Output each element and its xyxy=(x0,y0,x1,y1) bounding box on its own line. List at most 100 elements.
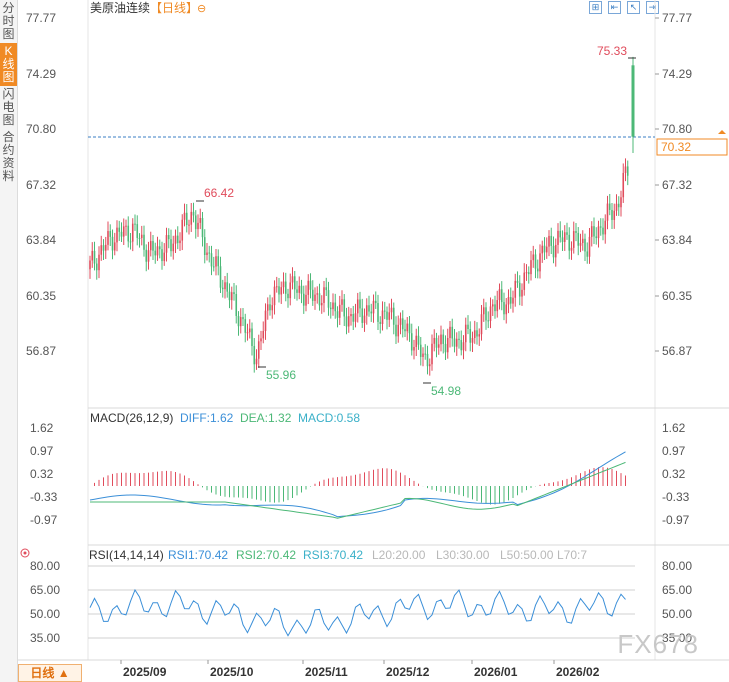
candle-body xyxy=(309,280,312,290)
candle-body xyxy=(257,341,260,359)
candle-body xyxy=(615,203,618,211)
candle-body xyxy=(354,313,357,322)
rsi-tick-right: 65.00 xyxy=(662,583,692,597)
candle-body xyxy=(395,324,397,337)
candle-body xyxy=(271,305,274,311)
candle-body xyxy=(451,326,454,339)
candle-body xyxy=(593,226,595,237)
candle-body xyxy=(440,334,442,345)
candle-body xyxy=(318,293,321,306)
candle-body xyxy=(149,241,152,251)
back-icon[interactable]: ⇥ xyxy=(646,1,659,14)
rsi-axis: 80.00 80.00 65.00 65.00 50.00 50.00 35.00 35.00 xyxy=(30,559,692,645)
candle-body xyxy=(512,297,514,304)
l30-value: L30:30.00 xyxy=(436,548,490,562)
candle-body xyxy=(273,286,276,306)
rsi1-value: RSI1:70.42 xyxy=(168,548,228,562)
candle-body xyxy=(557,230,559,245)
candle-body xyxy=(518,282,521,297)
candle-body xyxy=(446,338,449,353)
rsi-tick-left: 35.00 xyxy=(30,631,60,645)
toggle-icon[interactable]: ⊖ xyxy=(197,3,206,15)
candle-body xyxy=(530,260,532,275)
tab-kline[interactable]: K线图 xyxy=(0,43,17,86)
candle-body xyxy=(365,305,368,316)
macd-tick-right: -0.33 xyxy=(662,490,690,504)
tab-timeshare[interactable]: 分时图 xyxy=(2,1,15,41)
candle-body xyxy=(253,346,256,365)
candle-body xyxy=(485,307,487,321)
settings-icon[interactable] xyxy=(20,548,30,558)
candle-body xyxy=(327,290,330,308)
candle-body xyxy=(343,299,346,317)
candle-body xyxy=(523,272,526,290)
candle-body xyxy=(100,245,103,255)
candle-body xyxy=(374,300,377,304)
x-tick-label: 2025/12 xyxy=(386,665,430,679)
candle-body xyxy=(156,246,159,256)
cursor-icon[interactable]: ↖ xyxy=(627,1,640,14)
candle-body xyxy=(368,305,370,312)
candle-body xyxy=(453,338,456,347)
high-annotation: 75.33 xyxy=(597,44,627,58)
rsi-tick-right: 50.00 xyxy=(662,607,692,621)
price-tick-left: 77.77 xyxy=(26,11,56,25)
candle-body xyxy=(505,304,508,315)
candle-body xyxy=(617,203,620,208)
candle-body xyxy=(224,282,226,290)
macd-tick-right: 0.32 xyxy=(662,467,686,481)
fit-icon[interactable]: ⊞ xyxy=(589,1,602,14)
macd-tick-right: 0.97 xyxy=(662,444,686,458)
candle-body xyxy=(203,237,206,256)
candle-body xyxy=(552,245,555,258)
chart-toolbar: ⊞ ⇤ ↖ ⇥ xyxy=(589,1,659,14)
price-tick-left: 63.84 xyxy=(26,233,56,247)
candle-body xyxy=(138,237,141,239)
candle-body xyxy=(581,238,584,244)
candle-body xyxy=(165,235,168,253)
range-icon[interactable]: ⇤ xyxy=(608,1,621,14)
candle-body xyxy=(604,220,607,235)
candle-body xyxy=(131,223,134,242)
candle-body xyxy=(392,307,395,325)
candle-body xyxy=(127,225,130,242)
candle-body xyxy=(307,280,310,295)
candle-body xyxy=(334,302,337,312)
candle-body xyxy=(356,299,359,314)
candle-body xyxy=(410,333,413,351)
candle-body xyxy=(316,293,319,295)
candle-body xyxy=(397,324,400,337)
candle-body xyxy=(437,344,440,348)
candle-body xyxy=(480,314,483,335)
candle-body xyxy=(487,320,490,322)
candle-body xyxy=(244,319,247,333)
candle-body xyxy=(329,307,332,310)
candle-body xyxy=(98,254,100,271)
candle-body xyxy=(599,226,602,228)
x-tick-label: 2026/02 xyxy=(556,665,600,679)
candle-body xyxy=(496,300,499,312)
rsi-tick-right: 80.00 xyxy=(662,559,692,573)
candle-body xyxy=(491,304,494,307)
period-label: 【日线】 xyxy=(150,1,198,15)
candle-body xyxy=(579,243,582,246)
candle-body xyxy=(422,353,424,357)
current-price-box xyxy=(656,138,728,156)
candle-body xyxy=(424,353,427,355)
candle-body xyxy=(246,332,249,334)
candle-body xyxy=(460,340,463,351)
period-tab[interactable]: 日线 ▲ xyxy=(18,664,82,682)
candle-body xyxy=(320,302,323,306)
candle-body xyxy=(350,314,352,317)
candle-body xyxy=(514,280,517,298)
candle-body xyxy=(300,285,303,294)
tab-flash[interactable]: 闪电图 xyxy=(2,87,15,127)
candle-body xyxy=(347,316,350,327)
x-tick-label: 2025/11 xyxy=(305,665,348,679)
candle-body xyxy=(507,297,510,305)
tab-contract-info[interactable]: 合约资料 xyxy=(2,130,15,183)
candle-body xyxy=(381,310,384,324)
candle-body xyxy=(473,330,476,339)
candle-body xyxy=(102,245,105,251)
